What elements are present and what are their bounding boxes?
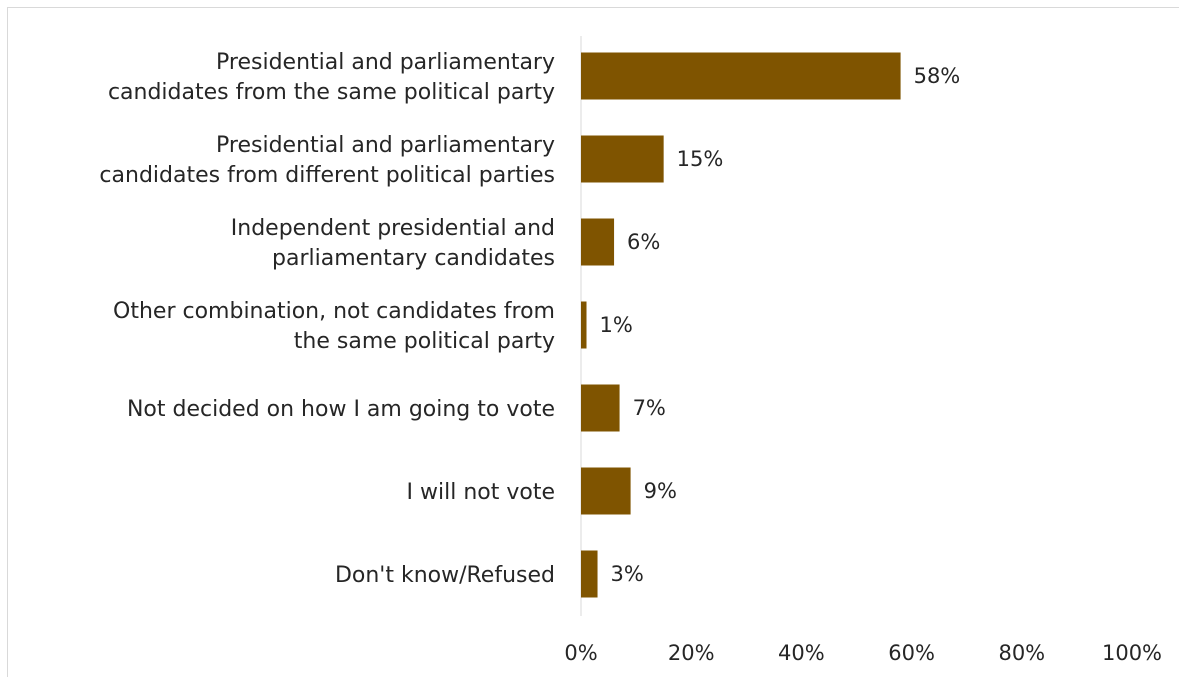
category-label-line: Presidential and parliamentary bbox=[216, 50, 555, 75]
bar-4 bbox=[581, 384, 620, 432]
x-tick-label-1: 20% bbox=[668, 641, 715, 665]
category-label-line: Don't know/Refused bbox=[335, 563, 555, 588]
bar-0 bbox=[581, 52, 901, 100]
x-tick-label-5: 100% bbox=[1102, 641, 1162, 665]
category-label-6: Don't know/Refused bbox=[335, 563, 555, 588]
category-label-line: candidates from different political part… bbox=[99, 163, 555, 188]
category-label-line: I will not vote bbox=[407, 480, 555, 505]
bar-6 bbox=[581, 550, 598, 598]
category-label-line: parliamentary candidates bbox=[272, 246, 555, 271]
x-tick-label-0: 0% bbox=[564, 641, 597, 665]
category-label-line: Other combination, not candidates from bbox=[113, 299, 555, 324]
chart-frame bbox=[7, 7, 1179, 677]
bar-5 bbox=[581, 467, 631, 515]
bar-2 bbox=[581, 218, 615, 266]
category-label-5: I will not vote bbox=[407, 480, 555, 505]
data-label-4: 7% bbox=[633, 396, 666, 420]
category-label-2: Independent presidential and parliamentar… bbox=[231, 216, 555, 271]
category-label-line: Presidential and parliamentary bbox=[216, 133, 555, 158]
data-label-1: 15% bbox=[677, 147, 724, 171]
x-tick-label-4: 80% bbox=[998, 641, 1045, 665]
category-label-line: Independent presidential and bbox=[231, 216, 555, 241]
data-label-5: 9% bbox=[644, 479, 677, 503]
x-tick-label-2: 40% bbox=[778, 641, 825, 665]
x-tick-label-3: 60% bbox=[888, 641, 935, 665]
category-label-line: the same political party bbox=[294, 329, 555, 354]
category-label-4: Not decided on how I am going to vote bbox=[127, 397, 555, 422]
bar-1 bbox=[581, 135, 664, 183]
data-label-3: 1% bbox=[600, 313, 633, 337]
category-label-line: candidates from the same political party bbox=[108, 80, 555, 105]
category-label-0: Presidential and parliamentary candidates… bbox=[108, 50, 555, 105]
category-label-line: Not decided on how I am going to vote bbox=[127, 397, 555, 422]
category-label-1: Presidential and parliamentary candidates… bbox=[99, 133, 555, 188]
data-label-6: 3% bbox=[611, 562, 644, 586]
data-label-0: 58% bbox=[914, 64, 961, 88]
category-label-3: Other combination, not candidates from th… bbox=[113, 299, 555, 354]
bar-3 bbox=[581, 301, 587, 349]
data-label-2: 6% bbox=[627, 230, 660, 254]
